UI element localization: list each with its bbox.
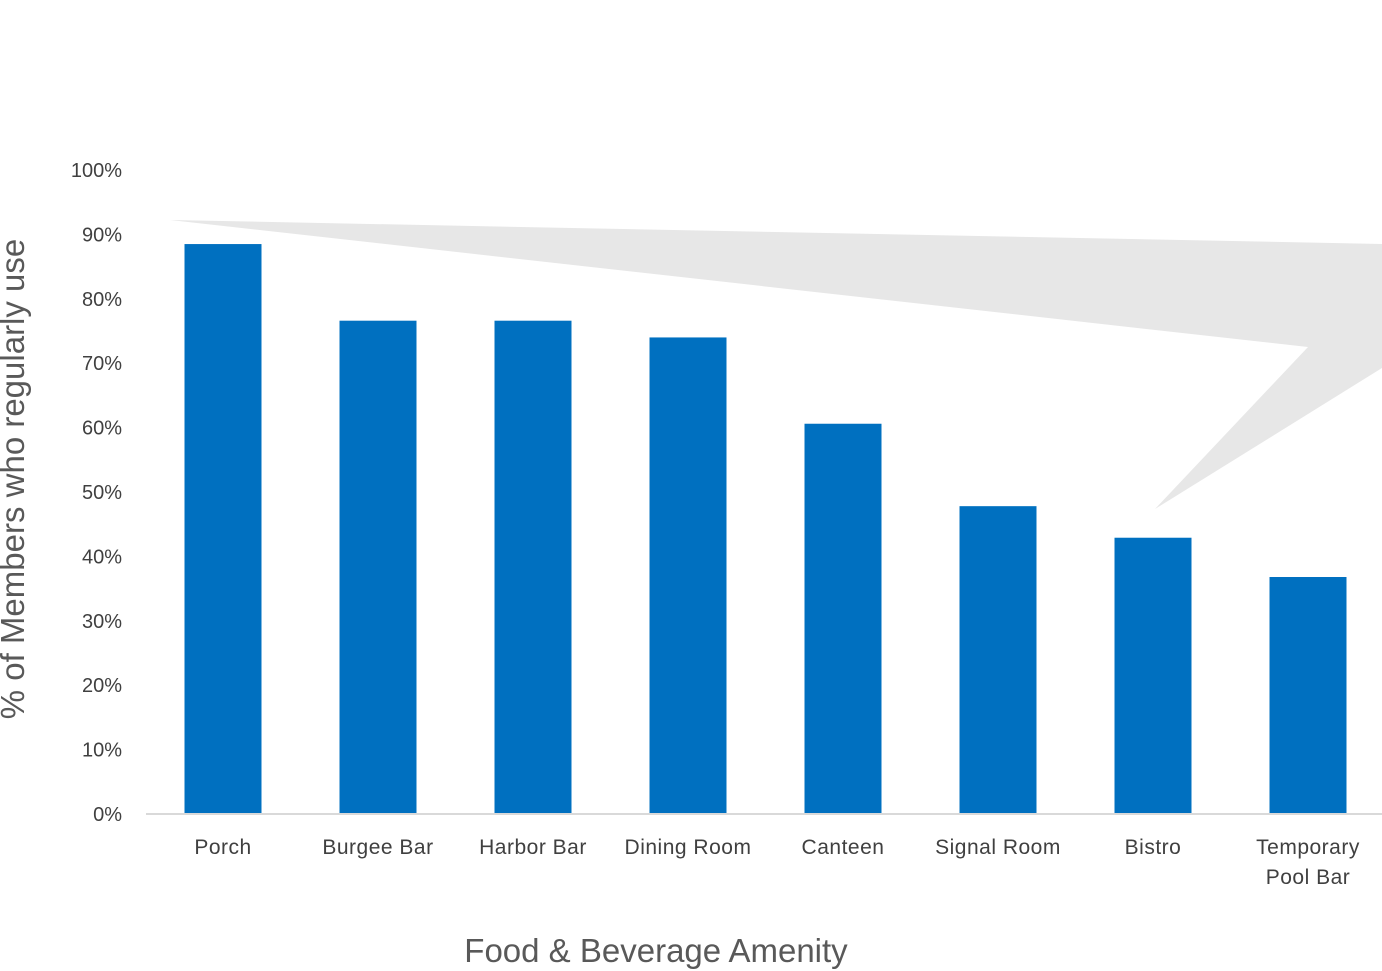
y-tick-label: 20% — [82, 675, 122, 697]
y-tick-label: 40% — [82, 546, 122, 568]
y-tick-label: 0% — [93, 804, 122, 826]
bar — [1114, 537, 1192, 814]
x-tick-label: Signal Room — [935, 836, 1061, 859]
x-tick-label-line: Signal Room — [935, 836, 1061, 859]
x-tick-label-line: Temporary — [1256, 836, 1360, 859]
x-tick-label: Canteen — [802, 836, 885, 859]
x-tick-label: Porch — [194, 836, 251, 859]
y-tick-label: 10% — [82, 740, 122, 762]
x-tick-label: Bistro — [1125, 836, 1182, 859]
bar — [649, 337, 727, 814]
y-tick-label: 50% — [82, 482, 122, 504]
y-tick-label: 100% — [71, 160, 122, 182]
bar — [1269, 577, 1347, 814]
x-tick-label-line: Porch — [194, 836, 251, 859]
bar — [959, 506, 1037, 814]
x-tick-label: Burgee Bar — [322, 836, 433, 859]
y-tick-label: 60% — [82, 418, 122, 440]
callout-shape — [170, 220, 1382, 509]
x-tick-label: Temporary Pool Bar — [1256, 836, 1360, 889]
x-tick-label-line: Pool Bar — [1266, 866, 1351, 889]
x-tick-label: Dining Room — [625, 836, 752, 859]
x-tick-label-line: Burgee Bar — [322, 836, 433, 859]
x-axis-title: Food & Beverage Amenity — [464, 932, 848, 969]
y-tick-label: 90% — [82, 224, 122, 246]
x-axis-categories: Porch Burgee Bar Harbor Bar Dining Room Cant… — [194, 836, 1360, 889]
bar — [494, 320, 572, 814]
bar — [339, 320, 417, 814]
y-axis-ticks: 0% 10% 20% 30% 40% 50% 60% 70% 80% 90% 100% — [71, 160, 122, 826]
y-axis-title: % of Members who regularly use — [0, 239, 31, 720]
x-tick-label-line: Bistro — [1125, 836, 1182, 859]
y-tick-label: 80% — [82, 289, 122, 311]
x-tick-label-line: Harbor Bar — [479, 836, 587, 859]
y-tick-label: 70% — [82, 353, 122, 375]
x-tick-label-line: Canteen — [802, 836, 885, 859]
y-tick-label: 30% — [82, 611, 122, 633]
x-tick-label: Harbor Bar — [479, 836, 587, 859]
x-tick-label-line: Dining Room — [625, 836, 752, 859]
bar — [184, 244, 262, 814]
bars — [184, 244, 1347, 814]
bar — [804, 423, 882, 814]
